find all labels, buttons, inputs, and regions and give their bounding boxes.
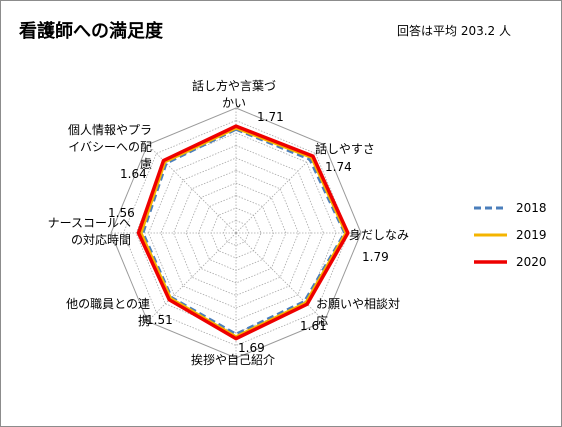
data-label: 1.79	[362, 250, 389, 264]
category-label-line: 慮	[140, 157, 152, 171]
category-label: 話しやすさ	[315, 141, 375, 156]
category-label: ナースコールへの対応時間	[48, 216, 131, 247]
category-label-line: 携	[138, 313, 150, 328]
category-label-line: 話しやすさ	[315, 141, 375, 156]
grid-ring	[185, 182, 287, 284]
respondent-note: 回答は平均 203.2 人	[397, 24, 511, 38]
legend-label: 2019	[516, 228, 547, 242]
data-label: 1.51	[146, 313, 173, 327]
grid-ring	[173, 170, 299, 296]
legend-label: 2020	[516, 255, 547, 269]
category-label-line: イバシーへの配	[68, 140, 152, 154]
category-label-line: 応	[316, 314, 328, 328]
value-labels: 1.71 1.74 1.79 1.61 1.69 1.51 1.56 1.64	[108, 110, 389, 355]
data-label: 1.69	[238, 341, 265, 355]
category-label: 話し方や言葉づかい	[192, 78, 276, 110]
data-label: 1.64	[120, 167, 147, 181]
legend: 2018 2019 2020	[474, 201, 547, 269]
radar-series	[136, 124, 350, 341]
category-label-line: かい	[222, 96, 246, 110]
category-label-line: 挨拶や自己紹介	[191, 352, 275, 367]
category-label-line: お願いや相談対	[316, 296, 400, 311]
category-label-line: 他の職員との連	[66, 297, 150, 311]
category-label: 個人情報やプライバシーへの配慮	[68, 123, 152, 171]
data-label: 1.56	[108, 206, 135, 220]
category-label-line: ナースコールへ	[48, 216, 131, 230]
data-label: 1.74	[325, 160, 352, 174]
series-2020	[136, 124, 350, 341]
grid-ring	[110, 107, 362, 359]
category-label: 挨拶や自己紹介	[191, 352, 275, 367]
category-label-line: 話し方や言葉づ	[192, 78, 276, 93]
category-label-line: 個人情報やプラ	[68, 123, 152, 137]
category-label-line: の対応時間	[71, 233, 131, 247]
radar-grid	[110, 107, 362, 359]
category-label: 他の職員との連携	[66, 297, 150, 328]
chart-title: 看護師への満足度	[19, 21, 163, 42]
category-label-line: 身だしなみ	[349, 227, 409, 242]
legend-label: 2018	[516, 201, 547, 215]
series-2018	[141, 127, 347, 336]
category-label: 身だしなみ	[349, 227, 409, 242]
grid-ring	[223, 220, 249, 246]
category-label: お願いや相談対応	[316, 296, 400, 328]
data-label: 1.61	[300, 319, 327, 333]
grid-ring	[123, 120, 349, 346]
data-label: 1.71	[257, 110, 284, 124]
